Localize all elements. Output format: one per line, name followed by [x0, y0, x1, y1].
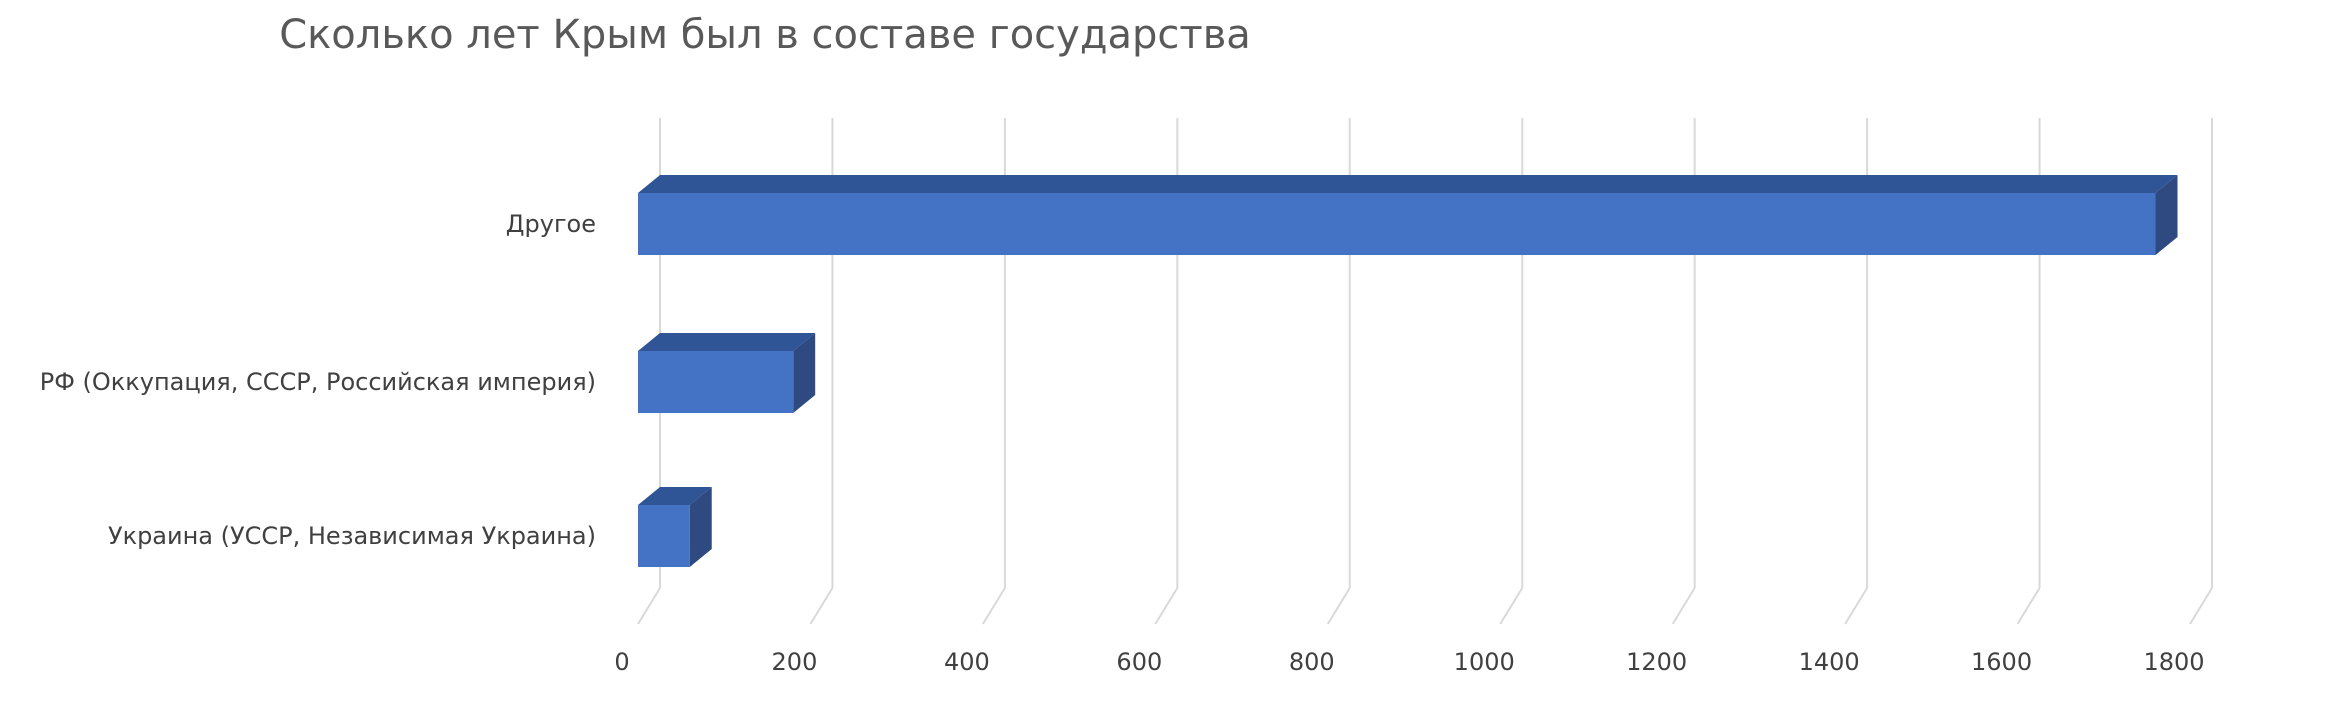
chart-title: Сколько лет Крым был в составе государст… — [279, 12, 1251, 58]
bar-side — [793, 333, 816, 413]
bar — [638, 351, 794, 413]
x-tick-label: 1400 — [1799, 648, 1860, 676]
category-label: Другое — [506, 210, 596, 238]
x-tick-label: 800 — [1289, 648, 1335, 676]
x-tick-label: 1800 — [2143, 648, 2204, 676]
bar-top — [638, 487, 712, 505]
bar-top — [638, 175, 2178, 193]
x-tick-label: 400 — [944, 648, 990, 676]
bar — [638, 505, 690, 567]
bar — [638, 193, 2156, 255]
gridline-floor — [1844, 587, 1868, 625]
gridline-floor — [809, 587, 834, 625]
gridline-floor — [1499, 587, 1524, 625]
gridline-floor — [2016, 587, 2041, 625]
x-tick-label: 0 — [614, 648, 629, 676]
gridline-floor — [1671, 587, 1696, 625]
gridline-floor — [1326, 587, 1351, 625]
gridline-floor — [1154, 587, 1179, 625]
bar-top — [638, 333, 816, 351]
gridline-floor — [2189, 587, 2213, 625]
category-label: РФ (Оккупация, СССР, Российская империя) — [40, 368, 596, 396]
bar-side — [689, 487, 712, 567]
gridline-floor — [637, 587, 661, 625]
x-tick-label: 1200 — [1626, 648, 1687, 676]
gridline-floor — [982, 587, 1006, 625]
x-tick-label: 1000 — [1454, 648, 1515, 676]
x-tick-label: 200 — [772, 648, 818, 676]
x-tick-label: 600 — [1116, 648, 1162, 676]
category-label: Украина (УССР, Независимая Украина) — [108, 522, 596, 550]
bar-side — [2155, 175, 2178, 255]
x-tick-label: 1600 — [1971, 648, 2032, 676]
